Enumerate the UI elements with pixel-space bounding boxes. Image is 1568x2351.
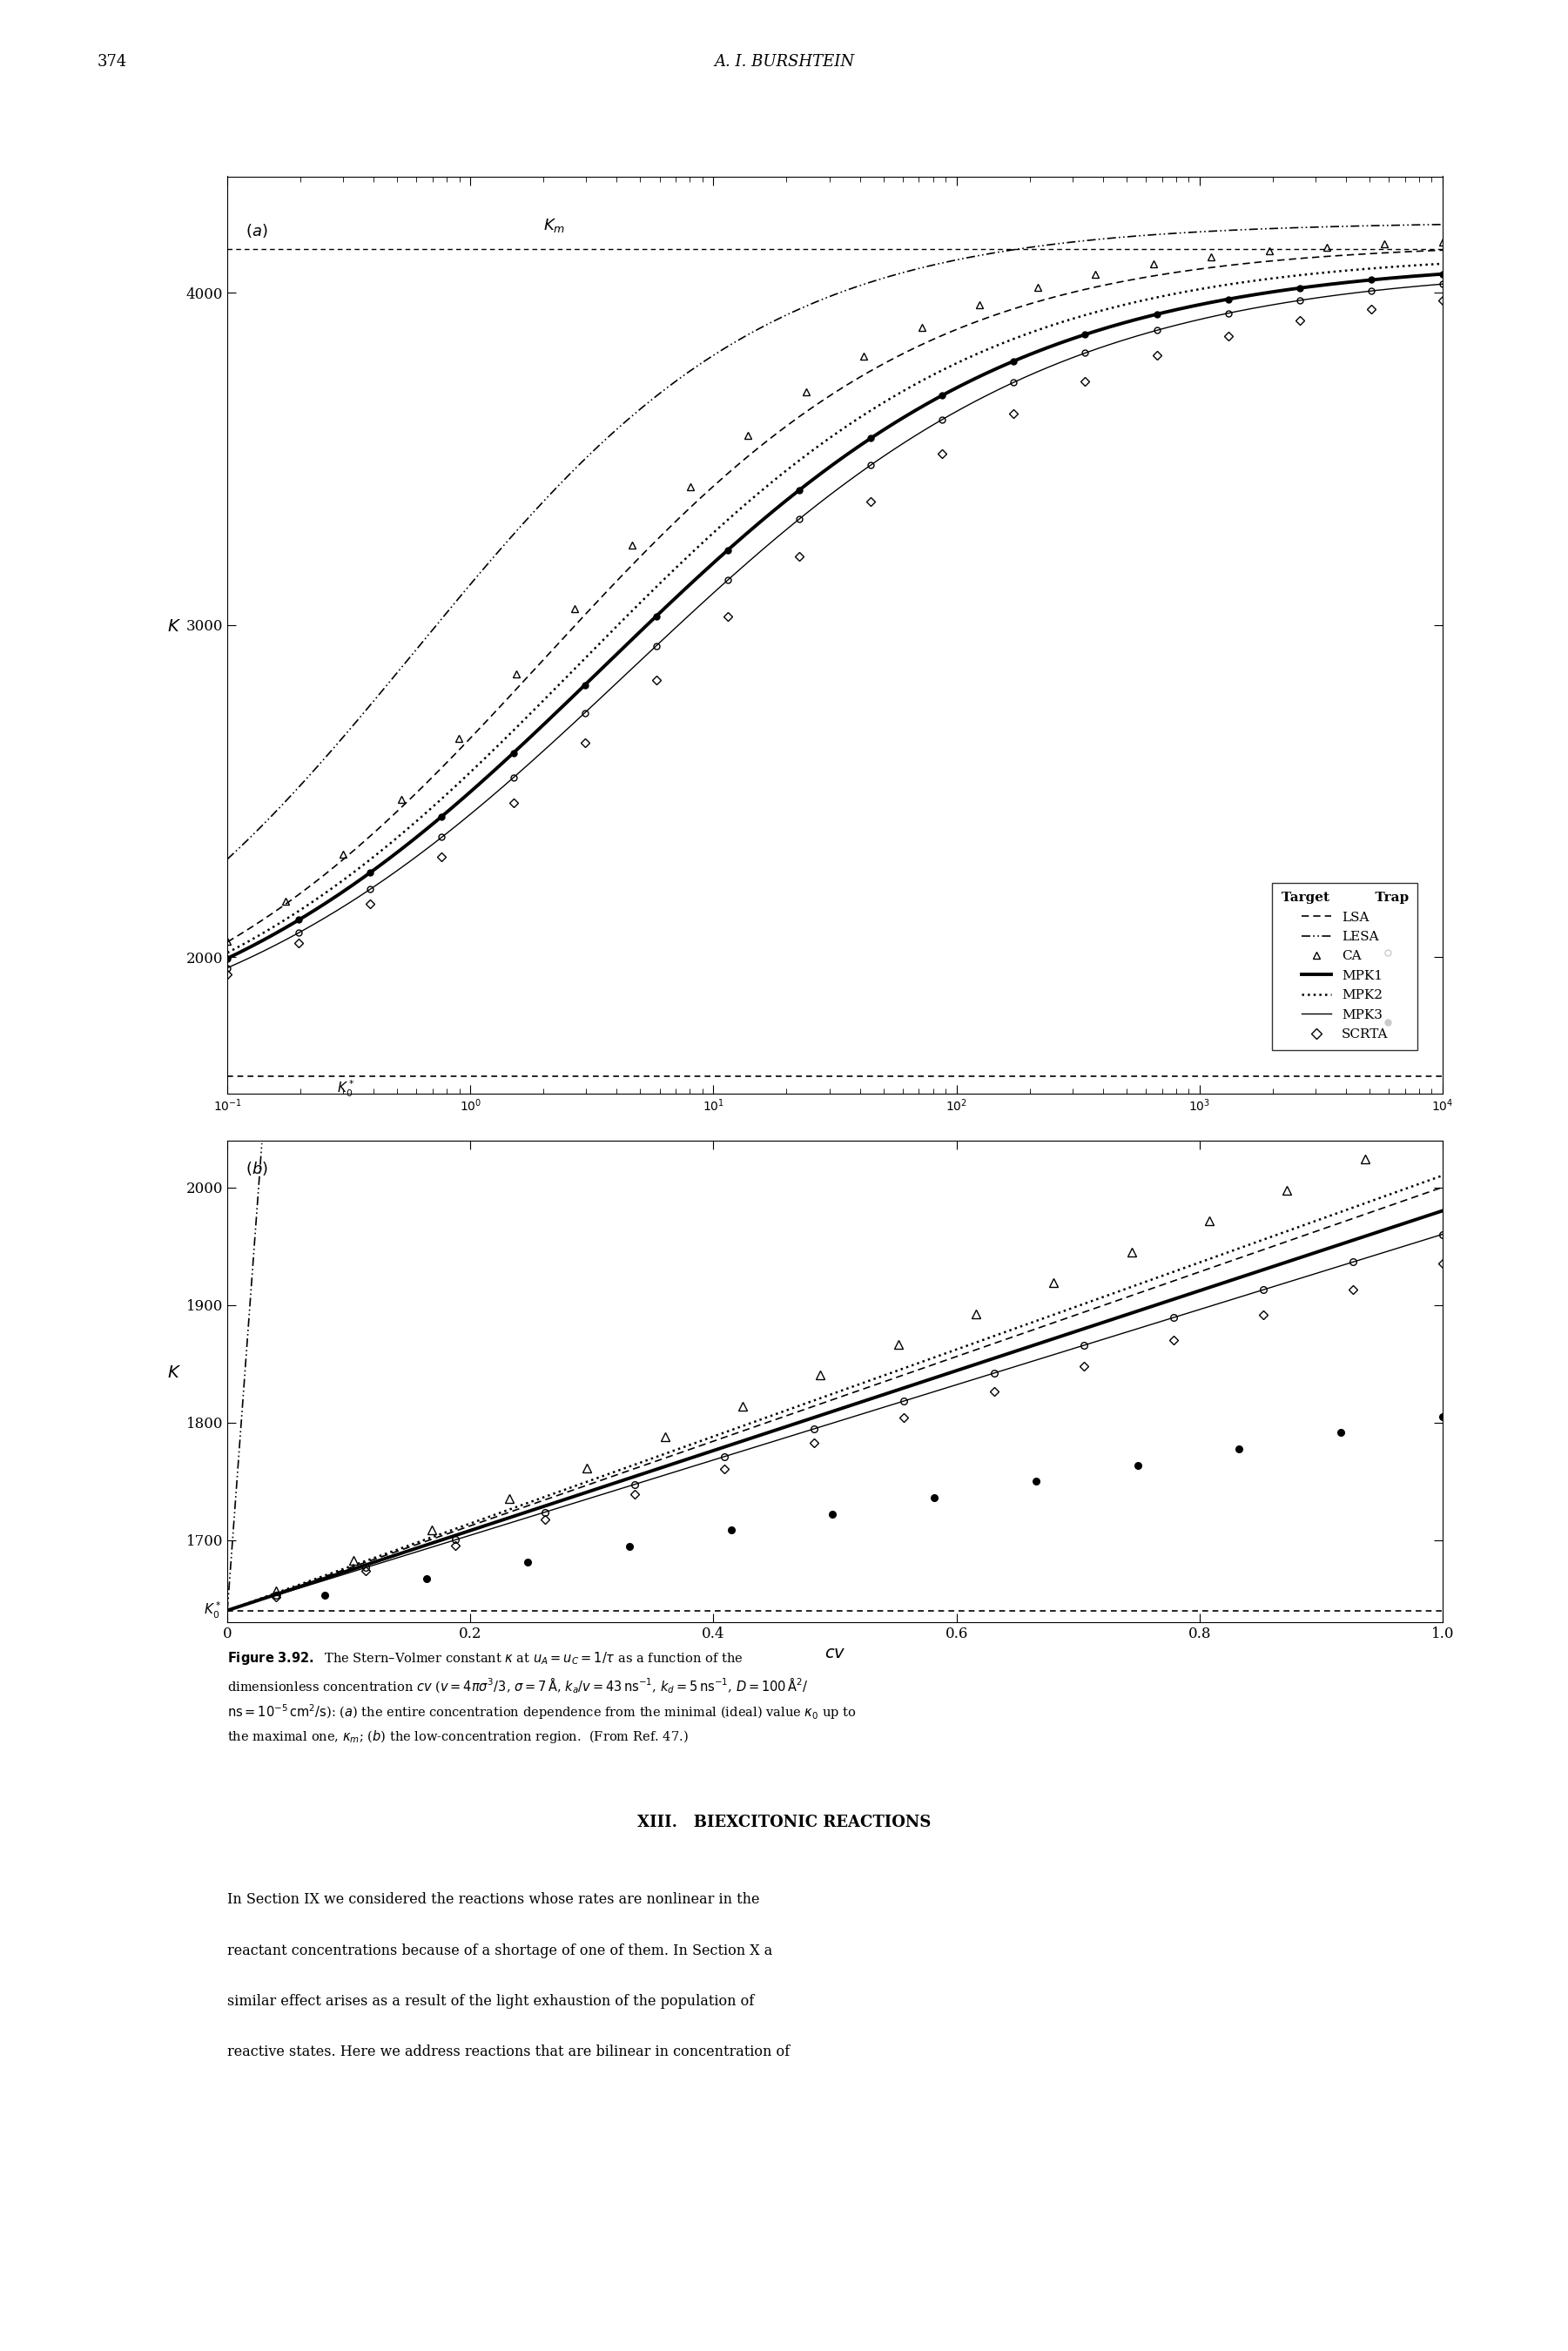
Y-axis label: $K$: $K$ — [168, 618, 180, 635]
X-axis label: $cv$: $cv$ — [825, 1646, 845, 1662]
Text: $(a)$: $(a)$ — [246, 221, 268, 240]
Text: $K^*_0$: $K^*_0$ — [204, 1601, 221, 1620]
Text: reactive states. Here we address reactions that are bilinear in concentration of: reactive states. Here we address reactio… — [227, 2043, 790, 2059]
Legend: LSA, LESA, CA, MPK1, MPK2, MPK3, SCRTA: LSA, LESA, CA, MPK1, MPK2, MPK3, SCRTA — [1272, 882, 1417, 1051]
Text: XIII.   BIEXCITONIC REACTIONS: XIII. BIEXCITONIC REACTIONS — [637, 1815, 931, 1831]
Y-axis label: $K$: $K$ — [168, 1366, 180, 1382]
Text: reactant concentrations because of a shortage of one of them. In Section X a: reactant concentrations because of a sho… — [227, 1942, 773, 1958]
Text: In Section IX we considered the reactions whose rates are nonlinear in the: In Section IX we considered the reaction… — [227, 1893, 760, 1907]
Text: 374: 374 — [97, 54, 127, 68]
Text: A. I. BURSHTEIN: A. I. BURSHTEIN — [713, 54, 855, 68]
Text: $K^*_0$: $K^*_0$ — [337, 1079, 354, 1098]
Text: $\mathbf{Figure\ 3.92.}$  The Stern–Volmer constant $\kappa$ at $u_A = u_C = 1/\: $\mathbf{Figure\ 3.92.}$ The Stern–Volme… — [227, 1650, 856, 1744]
Text: $K_m$: $K_m$ — [544, 216, 566, 235]
Text: $(b)$: $(b)$ — [246, 1159, 268, 1178]
Text: similar effect arises as a result of the light exhaustion of the population of: similar effect arises as a result of the… — [227, 1994, 754, 2008]
